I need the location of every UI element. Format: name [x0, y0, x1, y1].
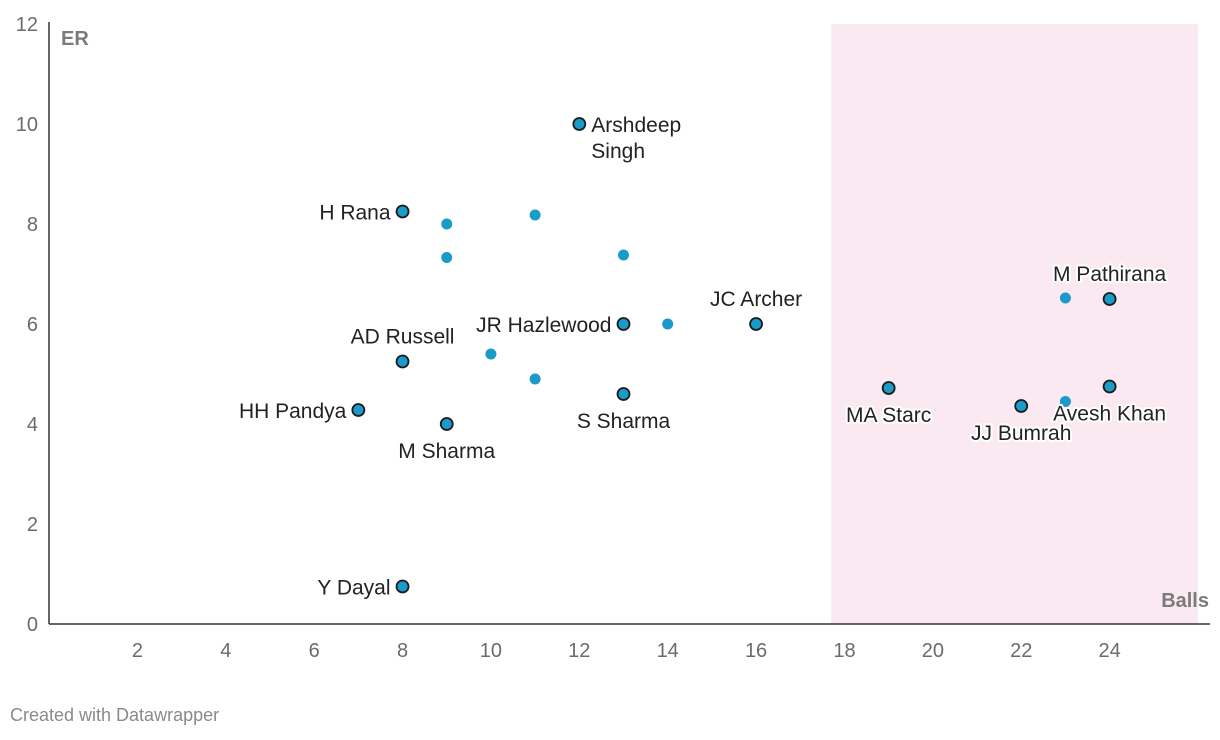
x-axis-title: Balls — [1161, 590, 1209, 612]
y-axis-ticks: 0 2 4 6 8 10 12 — [16, 14, 38, 636]
unlabeled-points — [441, 209, 1071, 407]
x-tick-label: 6 — [309, 640, 320, 662]
point-label: JR Hazlewood — [476, 314, 611, 337]
point-label: MA Starc — [846, 404, 931, 427]
scatter-point-avesh-khan — [1102, 379, 1117, 394]
scatter-point — [485, 348, 497, 360]
point-label: S Sharma — [577, 410, 671, 433]
y-tick-label: 2 — [27, 514, 38, 536]
x-tick-label: 14 — [657, 640, 679, 662]
y-tick-label: 10 — [16, 114, 38, 136]
scatter-point-m-pathirana — [1102, 292, 1117, 306]
scatter-point — [529, 373, 541, 385]
x-tick-label: 24 — [1098, 640, 1120, 662]
point-label: AD Russell — [351, 326, 455, 349]
x-tick-label: 12 — [568, 640, 590, 662]
scatter-point-hh-pandya — [351, 403, 366, 417]
scatter-point-arshdeep-singh — [572, 117, 587, 131]
highlight-band — [831, 24, 1198, 624]
scatter-point-ad-russell — [395, 354, 410, 369]
scatter-point — [1059, 292, 1071, 304]
scatter-point — [529, 209, 541, 221]
x-tick-label: 8 — [397, 640, 408, 662]
y-tick-label: 0 — [27, 614, 38, 636]
point-label: JJ Bumrah — [971, 422, 1071, 445]
scatter-point-m-sharma — [439, 417, 454, 431]
point-label: M Sharma — [398, 440, 495, 463]
scatter-point-ma-starc — [881, 381, 896, 395]
x-tick-label: 16 — [745, 640, 767, 662]
scatter-point — [441, 218, 453, 230]
scatter-point-y-dayal — [395, 579, 410, 594]
point-label: JC Archer — [710, 288, 802, 311]
scatter-point-jc-archer — [749, 317, 763, 331]
scatter-point — [441, 252, 453, 263]
point-labels: Arshdeep Singh H Rana JC Archer JR Hazlewood… — [237, 112, 1169, 602]
scatter-point — [662, 318, 674, 330]
scatter-point-s-sharma — [616, 387, 631, 401]
y-tick-label: 12 — [16, 14, 38, 36]
point-label: H Rana — [319, 202, 391, 225]
point-label: M Pathirana — [1053, 263, 1167, 286]
labeled-points — [351, 117, 1117, 594]
point-label: Singh — [591, 140, 645, 163]
point-label: Arshdeep — [591, 114, 681, 137]
scatter-point — [1059, 396, 1071, 407]
point-label: Y Dayal — [317, 577, 390, 600]
x-tick-label: 20 — [922, 640, 944, 662]
point-label: HH Pandya — [239, 400, 347, 423]
y-tick-label: 8 — [27, 214, 38, 236]
y-axis-title: ER — [61, 28, 89, 50]
credit-text: Created with Datawrapper — [10, 705, 220, 725]
scatter-point-jj-bumrah — [1014, 399, 1029, 413]
point-label: Avesh Khan — [1053, 403, 1166, 426]
y-tick-label: 4 — [27, 414, 38, 436]
x-tick-label: 10 — [480, 640, 502, 662]
x-axis-ticks: 2 4 6 8 10 12 14 16 18 20 22 24 — [132, 640, 1121, 662]
scatter-point-jr-hazlewood — [616, 317, 631, 331]
x-tick-label: 4 — [220, 640, 231, 662]
x-tick-label: 22 — [1010, 640, 1032, 662]
scatter-point — [618, 249, 629, 261]
scatter-point-h-rana — [395, 204, 410, 219]
x-tick-label: 18 — [833, 640, 855, 662]
x-tick-label: 2 — [132, 640, 143, 662]
y-tick-label: 6 — [27, 314, 38, 336]
